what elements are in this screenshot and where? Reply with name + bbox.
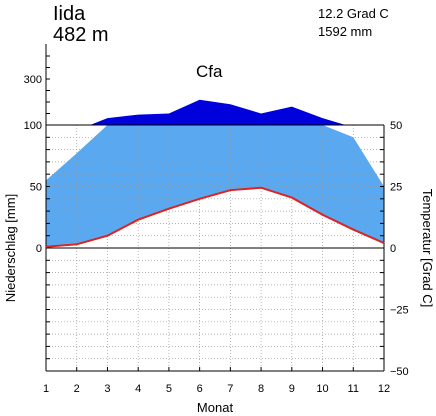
x-axis-label: Monat xyxy=(197,400,234,415)
month-tick-label: 10 xyxy=(316,383,328,395)
temperature-tick-label: 25 xyxy=(390,182,402,194)
climate-classification: Cfa xyxy=(196,62,223,81)
month-tick-label: 7 xyxy=(227,383,233,395)
month-tick-label: 4 xyxy=(135,383,141,395)
left-axis-label: Niederschlag [mm] xyxy=(3,194,18,302)
right-axis-label: Temperatur [Grad C] xyxy=(420,189,435,308)
month-tick-label: 5 xyxy=(166,383,172,395)
station-name: Iida xyxy=(53,3,86,25)
axes xyxy=(45,44,385,372)
month-tick-label: 6 xyxy=(197,383,203,395)
temperature-tick-label: −25 xyxy=(390,305,409,317)
mean-temperature: 12.2 Grad C xyxy=(318,6,389,21)
precip-tick-label: 300 xyxy=(24,74,42,86)
month-tick-label: 3 xyxy=(104,383,110,395)
temperature-series xyxy=(45,186,385,248)
humid-area xyxy=(46,125,384,247)
temperature-tick-label: 0 xyxy=(390,243,396,255)
temperature-line xyxy=(45,186,385,248)
station-elevation: 482 m xyxy=(53,24,109,46)
temperature-tick-label: 50 xyxy=(390,120,402,132)
precip-fills xyxy=(46,99,384,247)
precip-tick-label: 100 xyxy=(24,120,42,132)
month-tick-label: 2 xyxy=(74,383,80,395)
temperature-tick-label: −50 xyxy=(390,366,409,378)
month-tick-label: 9 xyxy=(289,383,295,395)
month-tick-label: 1 xyxy=(43,383,49,395)
month-tick-label: 11 xyxy=(348,383,359,395)
precip-tick-label: 0 xyxy=(36,243,42,255)
month-tick-label: 8 xyxy=(258,383,264,395)
precip-tick-label: 50 xyxy=(30,182,42,194)
annual-precipitation: 1592 mm xyxy=(318,24,372,39)
month-tick-label: 12 xyxy=(378,383,390,395)
perhumid-area xyxy=(46,99,384,125)
